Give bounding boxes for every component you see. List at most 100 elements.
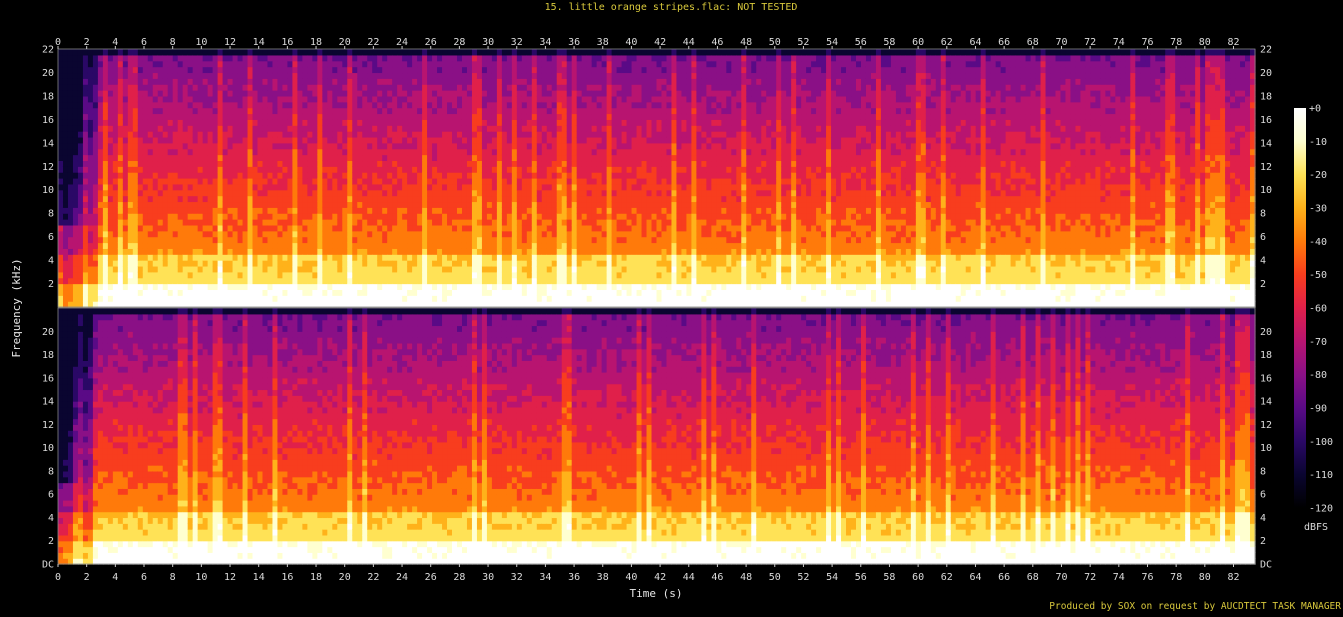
- spectrogram-cell: [222, 248, 229, 255]
- spectrogram-cell: [82, 107, 89, 115]
- spectrogram-cell: [452, 265, 458, 273]
- spectrogram-cell: [461, 236, 468, 244]
- spectrogram-cell: [606, 78, 613, 85]
- spectrogram-cell: [262, 195, 269, 203]
- spectrogram-cell: [157, 207, 164, 214]
- spectrogram-cell: [297, 72, 303, 79]
- spectrogram-cell: [132, 101, 139, 109]
- spectrogram-cell: [347, 107, 353, 115]
- spectrogram-cell: [267, 78, 274, 85]
- spectrogram-cell: [122, 78, 129, 85]
- spectrogram-cell: [117, 283, 124, 291]
- spectrogram-cell: [197, 101, 204, 109]
- spectrogram-cell: [397, 207, 403, 214]
- spectrogram-cell: [192, 283, 199, 291]
- spectrogram-cell: [362, 72, 368, 79]
- spectrogram-cell: [132, 230, 139, 238]
- spectrogram-cell: [82, 131, 89, 138]
- spectrogram-cell: [506, 248, 513, 255]
- spectrogram-cell: [322, 101, 328, 109]
- spectrogram-cell: [162, 131, 169, 138]
- spectrogram-cell: [212, 148, 219, 156]
- spectrogram-cell: [167, 219, 174, 226]
- spectrogram-cell: [372, 277, 378, 285]
- spectrogram-cell: [242, 148, 249, 156]
- spectrogram-cell: [297, 66, 303, 74]
- spectrogram-cell: [272, 72, 279, 79]
- spectrogram-cell: [317, 60, 323, 68]
- spectrogram-cell: [576, 207, 583, 214]
- spectrogram-cell: [82, 271, 89, 279]
- spectrogram-cell: [576, 72, 583, 79]
- spectrogram-cell: [62, 242, 69, 249]
- spectrogram-cell: [222, 72, 229, 79]
- spectrogram-cell: [611, 260, 618, 267]
- spectrogram-cell: [137, 277, 144, 285]
- spectrogram-cell: [561, 295, 568, 302]
- spectrogram-cell: [591, 219, 598, 226]
- spectrogram-cell: [227, 271, 234, 279]
- spectrogram-cell: [322, 160, 328, 167]
- spectrogram-cell: [307, 49, 313, 56]
- spectrogram-cell: [272, 95, 279, 103]
- spectrogram-cell: [62, 230, 69, 238]
- spectrogram-cell: [197, 189, 204, 197]
- spectrogram-cell: [287, 183, 294, 191]
- spectrogram-cell: [432, 260, 438, 267]
- spectrogram-cell: [417, 242, 423, 249]
- spectrogram-cell: [447, 260, 453, 267]
- spectrogram-cell: [297, 265, 303, 273]
- spectrogram-cell: [397, 90, 403, 97]
- spectrogram-cell: [307, 195, 313, 203]
- spectrogram-cell: [162, 107, 169, 115]
- spectrogram-cell: [357, 95, 363, 103]
- spectrogram-cell: [561, 277, 568, 285]
- spectrogram-cell: [112, 66, 119, 74]
- spectrogram-cell: [382, 90, 388, 97]
- spectrogram-cell: [466, 172, 473, 179]
- spectrogram-cell: [147, 136, 154, 144]
- spectrogram-cell: [511, 131, 518, 138]
- spectrogram-cell: [531, 107, 538, 115]
- spectrogram-cell: [287, 78, 294, 85]
- spectrogram-cell: [432, 66, 438, 74]
- spectrogram-cell: [581, 131, 588, 138]
- spectrogram-cell: [172, 242, 179, 249]
- spectrogram-cell: [307, 131, 313, 138]
- spectrogram-cell: [437, 254, 443, 261]
- spectrogram-cell: [442, 183, 448, 191]
- spectrogram-cell: [112, 301, 119, 308]
- spectrogram-cell: [392, 236, 398, 244]
- spectrogram-cell: [312, 242, 318, 249]
- spectrogram-cell: [107, 142, 114, 150]
- spectrogram-cell: [227, 195, 234, 203]
- spectrogram-cell: [621, 265, 628, 273]
- spectrogram-cell: [82, 213, 89, 220]
- spectrogram-cell: [92, 142, 99, 150]
- spectrogram-cell: [67, 289, 74, 296]
- spectrogram-cell: [596, 78, 603, 85]
- spectrogram-cell: [576, 49, 583, 56]
- spectrogram-cell: [591, 78, 598, 85]
- spectrogram-cell: [561, 107, 568, 115]
- spectrogram-cell: [437, 148, 443, 156]
- spectrogram-cell: [506, 136, 513, 144]
- spectrogram-cell: [122, 66, 129, 74]
- spectrogram-cell: [157, 242, 164, 249]
- spectrogram-cell: [471, 254, 478, 261]
- spectrogram-cell: [232, 219, 239, 226]
- spectrogram-cell: [142, 271, 149, 279]
- spectrogram-cell: [307, 254, 313, 261]
- spectrogram-cell: [437, 107, 443, 115]
- spectrogram-cell: [287, 289, 294, 296]
- spectrogram-cell: [312, 183, 318, 191]
- spectrogram-cell: [402, 54, 408, 62]
- spectrogram-cell: [152, 131, 159, 138]
- spectrogram-cell: [486, 95, 493, 103]
- spectrogram-cell: [142, 142, 149, 150]
- spectrogram-cell: [452, 260, 458, 267]
- spectrogram-cell: [551, 125, 558, 132]
- spectrogram-cell: [347, 49, 353, 56]
- spectrogram-cell: [581, 72, 588, 79]
- spectrogram-cell: [342, 78, 348, 85]
